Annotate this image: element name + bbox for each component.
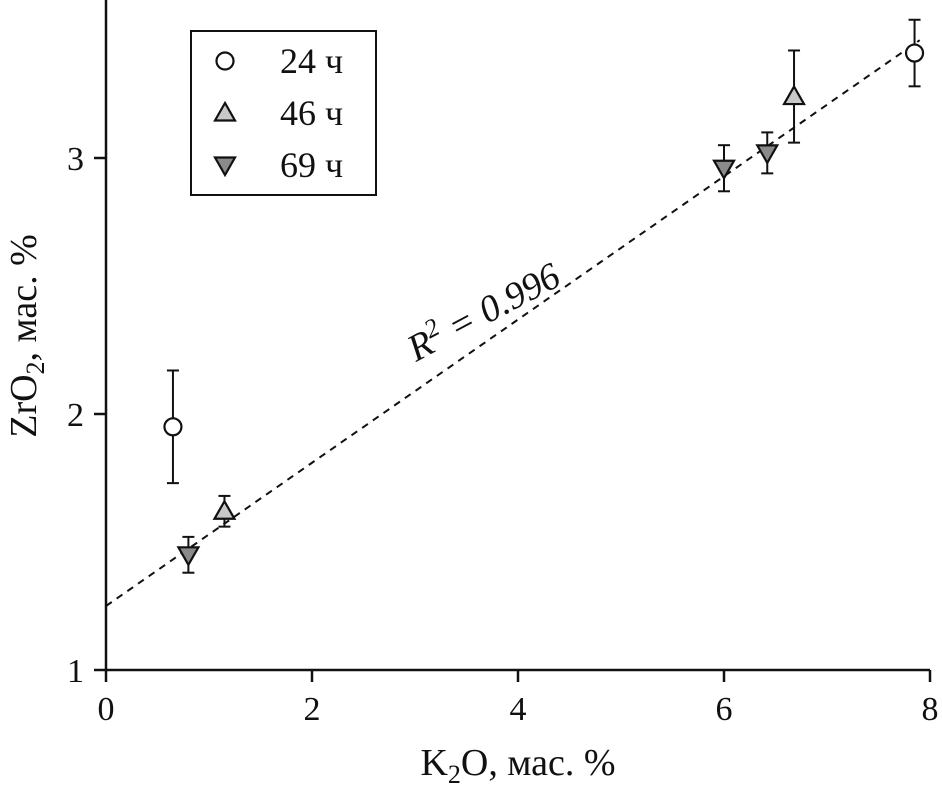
x-axis-title: K2O, мас. %	[420, 742, 615, 789]
data-points	[163, 18, 925, 574]
y-tick-label: 1	[67, 653, 84, 690]
x-tick-label: 2	[304, 691, 321, 728]
x-tick-label: 8	[922, 691, 939, 728]
r2-annotation: R2 = 0.996	[398, 251, 567, 370]
legend-label: 24 ч	[280, 41, 343, 81]
fit-line	[105, 39, 921, 607]
data-point	[782, 84, 806, 106]
data-point	[163, 417, 183, 437]
y-axis-title: ZrO2, мас. %	[3, 234, 50, 438]
data-point	[904, 43, 925, 63]
axes: 0 2 4 6 8 1 2 3	[67, 0, 939, 728]
x-tick-label: 0	[98, 691, 115, 728]
data-point	[176, 546, 201, 568]
legend-marker	[213, 100, 237, 122]
legend-label: 46 ч	[280, 93, 343, 133]
data-point	[712, 159, 736, 181]
legend-marker	[215, 51, 235, 71]
legend-marker	[213, 156, 237, 178]
legend: 24 ч 46 ч 69 ч	[190, 30, 377, 196]
y-tick-label: 2	[67, 397, 84, 434]
data-point	[212, 499, 237, 520]
x-tick-label: 6	[716, 691, 733, 728]
x-tick-label: 4	[510, 691, 527, 728]
y-tick-label: 3	[67, 141, 84, 178]
fit-line-group	[105, 39, 921, 607]
data-point	[755, 144, 780, 166]
legend-label: 69 ч	[280, 145, 343, 185]
